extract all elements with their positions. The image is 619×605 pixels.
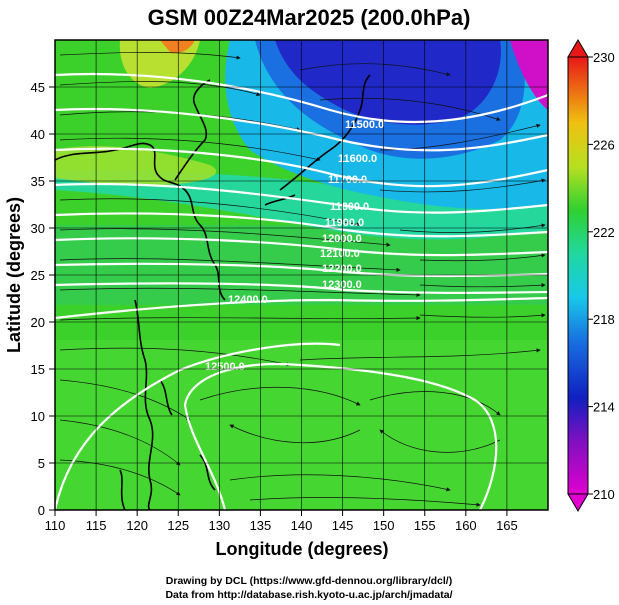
contour-label: 12300.0	[322, 279, 362, 291]
x-tick-label: 140	[291, 518, 313, 533]
warm-band-shade	[55, 145, 217, 185]
credit-line-2: Data from http://database.rish.kyoto-u.a…	[165, 589, 452, 601]
colorbar-tick-label: 218	[593, 312, 615, 327]
x-axis-ticks: 110 115 120 125 130 135 140 145 150 155 160 165	[45, 510, 518, 533]
contour-label: 11800.0	[330, 201, 369, 213]
x-tick-label: 135	[250, 518, 272, 533]
x-tick-label: 150	[373, 518, 395, 533]
x-tick-label: 160	[455, 518, 477, 533]
x-axis-label: Longitude (degrees)	[215, 539, 388, 559]
x-tick-label: 125	[167, 518, 189, 533]
credit-line-1: Drawing by DCL (https://www.gfd-dennou.o…	[166, 575, 452, 587]
y-tick-label: 30	[31, 221, 45, 236]
cold-core-shade	[275, 40, 501, 125]
colorbar: 230 226 222 218 214 210	[567, 39, 615, 512]
colorbar-tick-label: 222	[593, 225, 615, 240]
contour-label: 11700.0	[328, 174, 367, 186]
y-tick-label: 5	[38, 456, 45, 471]
contour-label: 11600.0	[338, 153, 377, 165]
x-tick-label: 115	[86, 518, 107, 533]
x-tick-label: 110	[45, 518, 66, 533]
y-tick-label: 45	[31, 80, 45, 95]
contour-label: 11500.0	[345, 119, 384, 131]
x-tick-label: 130	[208, 518, 230, 533]
y-tick-label: 10	[31, 409, 45, 424]
chart-title: GSM 00Z24Mar2025 (200.0hPa)	[148, 5, 471, 30]
colorbar-tick-label: 226	[593, 137, 615, 152]
colorbar-tick-label: 210	[593, 487, 615, 502]
hot-shade	[160, 40, 195, 53]
contour-label: 12100.0	[320, 248, 360, 260]
colorbar-top-triangle	[567, 39, 589, 58]
magenta-shade	[510, 40, 548, 110]
colorbar-gradient	[567, 56, 589, 495]
height-contours	[55, 72, 548, 510]
contour-label: 12000.0	[322, 233, 362, 245]
y-tick-label: 20	[31, 315, 45, 330]
y-tick-label: 15	[31, 362, 45, 377]
x-tick-label: 145	[332, 518, 354, 533]
y-tick-label: 35	[31, 174, 45, 189]
colorbar-tick-label: 230	[593, 50, 615, 65]
x-tick-label: 120	[126, 518, 148, 533]
map-plot-area: 11500.0 11600.0 11700.0 11800.0 11900.0 …	[55, 40, 548, 510]
colorbar-tick-label: 214	[593, 400, 615, 415]
contour-label: 12200.0	[322, 263, 362, 275]
x-tick-label: 165	[496, 518, 518, 533]
y-axis-label: Latitude (degrees)	[4, 197, 24, 353]
y-tick-label: 25	[31, 268, 45, 283]
colorbar-bottom-triangle	[567, 493, 589, 512]
contour-label: 12500.0	[205, 361, 245, 373]
contour-label: 11900.0	[325, 217, 364, 229]
contour-label: 12400.0	[228, 294, 268, 306]
contour-labels: 11500.0 11600.0 11700.0 11800.0 11900.0 …	[205, 119, 384, 373]
y-axis-ticks: 0 5 10 15 20 25 30 35 40 45	[31, 80, 55, 518]
x-tick-label: 155	[414, 518, 436, 533]
y-tick-label: 0	[38, 503, 45, 518]
y-tick-label: 40	[31, 127, 45, 142]
grid-lines	[55, 40, 548, 510]
